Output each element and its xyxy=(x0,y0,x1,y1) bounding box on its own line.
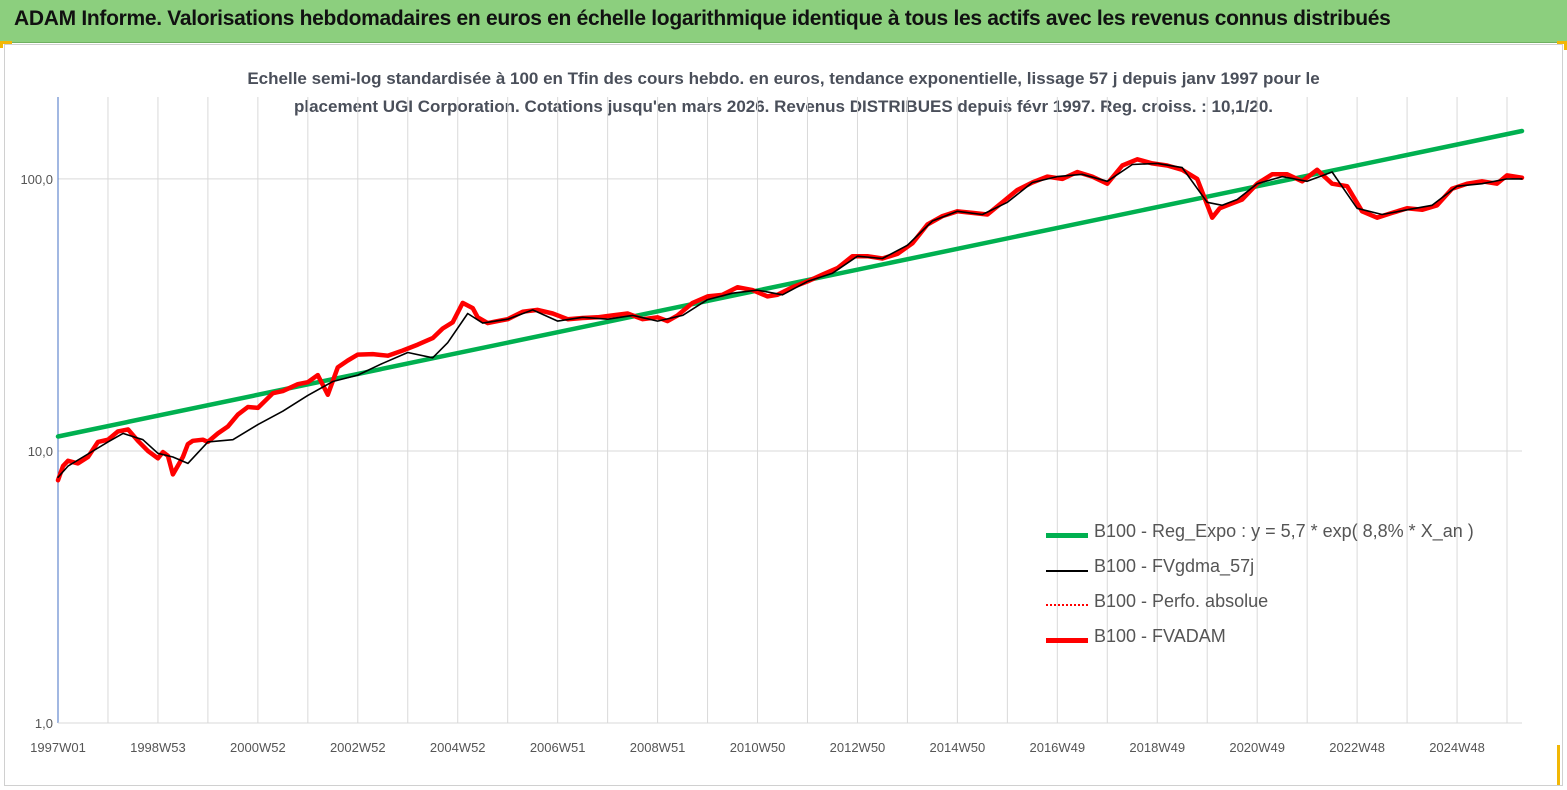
y-tick-label: 10,0 xyxy=(28,444,53,459)
x-tick-label: 2004W52 xyxy=(430,740,486,755)
series-line-moving-average xyxy=(57,162,1523,479)
x-tick-label: 2022W48 xyxy=(1329,740,1385,755)
x-tick-label: 2008W51 xyxy=(630,740,686,755)
x-tick-label: 1997W01 xyxy=(30,740,86,755)
chart-frame xyxy=(4,44,1563,786)
corner-marker-top-right-v xyxy=(1564,41,1567,50)
legend-swatch-fvadam xyxy=(1046,638,1088,643)
series-line-fvadam xyxy=(55,157,1525,483)
legend-swatch-absolute-perf xyxy=(1046,604,1088,606)
x-tick-label: 2002W52 xyxy=(330,740,386,755)
x-tick-label: 2018W49 xyxy=(1129,740,1185,755)
x-tick-label: 2012W50 xyxy=(830,740,886,755)
corner-marker-bottom-right xyxy=(1557,745,1560,785)
x-tick-label: 2000W52 xyxy=(230,740,286,755)
chart-subtitle-line-1: Echelle semi-log standardisée à 100 en T… xyxy=(247,69,1320,88)
header-banner: ADAM Informe. Valorisations hebdomadaire… xyxy=(0,0,1567,43)
x-tick-label: 2010W50 xyxy=(730,740,786,755)
legend-swatch-regression xyxy=(1046,533,1088,538)
chart-subtitle-line-2: placement UGI Corporation. Cotations jus… xyxy=(293,97,1273,116)
x-tick-label: 2020W49 xyxy=(1229,740,1285,755)
corner-marker-top-left xyxy=(0,41,3,48)
x-tick-label: 2006W51 xyxy=(530,740,586,755)
legend-label-fvadam: B100 - FVADAM xyxy=(1094,626,1226,646)
legend-label-absolute-perf: B100 - Perfo. absolue xyxy=(1094,591,1269,611)
legend-label-moving-average: B100 - FVgdma_57j xyxy=(1094,556,1255,576)
corner-marker-top-left-h xyxy=(0,41,12,44)
x-tick-label: 2024W48 xyxy=(1429,740,1485,755)
x-tick-label: 2016W49 xyxy=(1029,740,1085,755)
banner-title: ADAM Informe. Valorisations hebdomadaire… xyxy=(14,7,1391,30)
y-tick-label: 100,0 xyxy=(20,172,53,187)
corner-marker-top-right xyxy=(1557,41,1567,44)
legend-swatch-moving-average xyxy=(1046,570,1088,572)
y-tick-label: 1,0 xyxy=(35,716,53,731)
x-tick-label: 2014W50 xyxy=(930,740,986,755)
x-tick-label: 1998W53 xyxy=(130,740,186,755)
legend-label-regression: B100 - Reg_Expo : y = 5,7 * exp( 8,8% * … xyxy=(1094,521,1474,541)
